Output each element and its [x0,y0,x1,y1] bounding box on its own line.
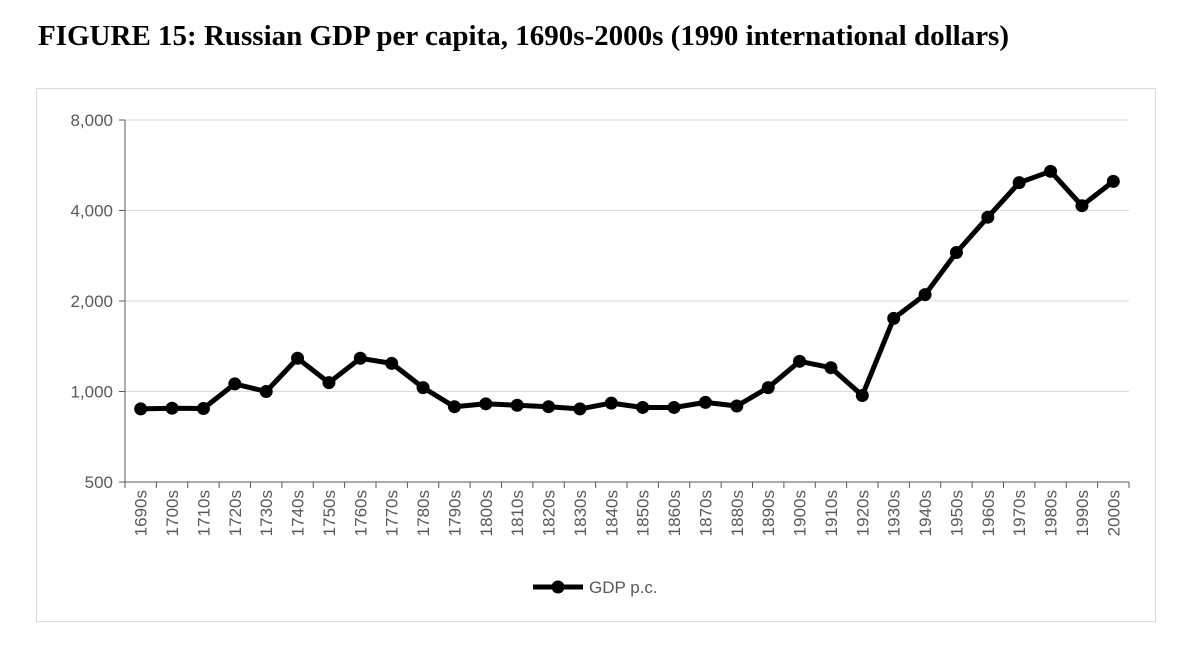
series-line [138,168,1116,412]
data-point [730,399,744,413]
x-tick-label: 1810s [508,490,527,536]
data-point [1044,164,1058,178]
data-point [636,400,650,414]
x-tick-label: 1750s [320,490,339,536]
data-point [667,400,681,414]
data-point [479,397,493,411]
y-tick-label: 2,000 [70,292,113,311]
x-tick-label: 1940s [916,490,935,536]
data-point [228,377,242,391]
data-point [353,351,367,365]
data-point [291,351,305,365]
x-tick-label: 1710s [194,490,213,536]
data-point [855,388,869,402]
axes [119,119,1130,488]
x-tick-label: 1700s [163,490,182,536]
data-point [824,361,838,375]
chart-frame: 500 1,000 2,000 4,000 8,000 1690s 1700s 1710s 1… [36,88,1156,622]
data-point [1075,199,1089,213]
data-point [510,398,524,412]
x-tick-label: 1790s [445,490,464,536]
y-tick-label: 4,000 [70,202,113,221]
y-tick-label: 500 [85,473,113,492]
x-tick-label: 1880s [728,490,747,536]
data-point [259,385,273,398]
data-point [604,396,618,410]
y-tick-label: 1,000 [70,383,113,402]
x-tick-label: 1920s [853,490,872,536]
x-tick-label: 2000s [1104,490,1123,536]
legend-dot-marker [551,580,565,594]
x-tick-label: 1870s [696,490,715,536]
legend-label: GDP p.c. [589,578,658,597]
data-point [698,395,712,409]
data-point [447,400,461,414]
data-point [1106,174,1120,188]
x-tick-label: 1760s [351,490,370,536]
data-point [793,354,807,368]
x-tick-label: 1990s [1073,490,1092,536]
x-tick-label: 1840s [602,490,621,536]
legend: GDP p.c. [533,578,658,597]
x-tick-label: 1780s [414,490,433,536]
x-tick-label: 1960s [979,490,998,536]
x-tick-label: 1930s [885,490,904,536]
x-tick-label: 1900s [791,490,810,536]
data-point [322,376,336,390]
x-tick-label: 1980s [1042,490,1061,536]
x-tick-labels: 1690s 1700s 1710s 1720s 1730s 1740s 1750s 1760s… [132,490,1124,536]
data-point [949,245,963,259]
x-tick-label: 1850s [634,490,653,536]
data-point [1012,176,1026,190]
data-point [385,356,399,370]
y-tick-label: 8,000 [70,111,113,130]
x-tick-label: 1950s [947,490,966,536]
data-point [196,401,210,415]
x-tick-label: 1910s [822,490,841,536]
data-point [761,381,775,395]
data-point [542,400,556,414]
data-point [981,210,995,224]
data-point [887,311,901,325]
data-point [573,402,587,416]
x-tick-label: 1740s [289,490,308,536]
series-gdp-pc [134,164,1120,416]
x-tick-label: 1890s [759,490,778,536]
data-point [165,401,179,415]
x-tick-label: 1720s [226,490,245,536]
x-tick-label: 1800s [477,490,496,536]
data-point [134,402,148,416]
x-tick-label: 1730s [257,490,276,536]
x-tick-label: 1820s [540,490,559,536]
x-tick-label: 1860s [665,490,684,536]
gridlines [125,119,1129,392]
x-tick-label: 1830s [571,490,590,536]
data-point [918,288,932,302]
x-tick-label: 1970s [1010,490,1029,536]
figure-title: FIGURE 15: Russian GDP per capita, 1690s… [38,20,1010,52]
x-tick-label: 1770s [383,490,402,536]
x-tick-label: 1690s [132,490,151,536]
data-point [416,381,430,395]
y-tick-labels: 500 1,000 2,000 4,000 8,000 [70,111,113,492]
